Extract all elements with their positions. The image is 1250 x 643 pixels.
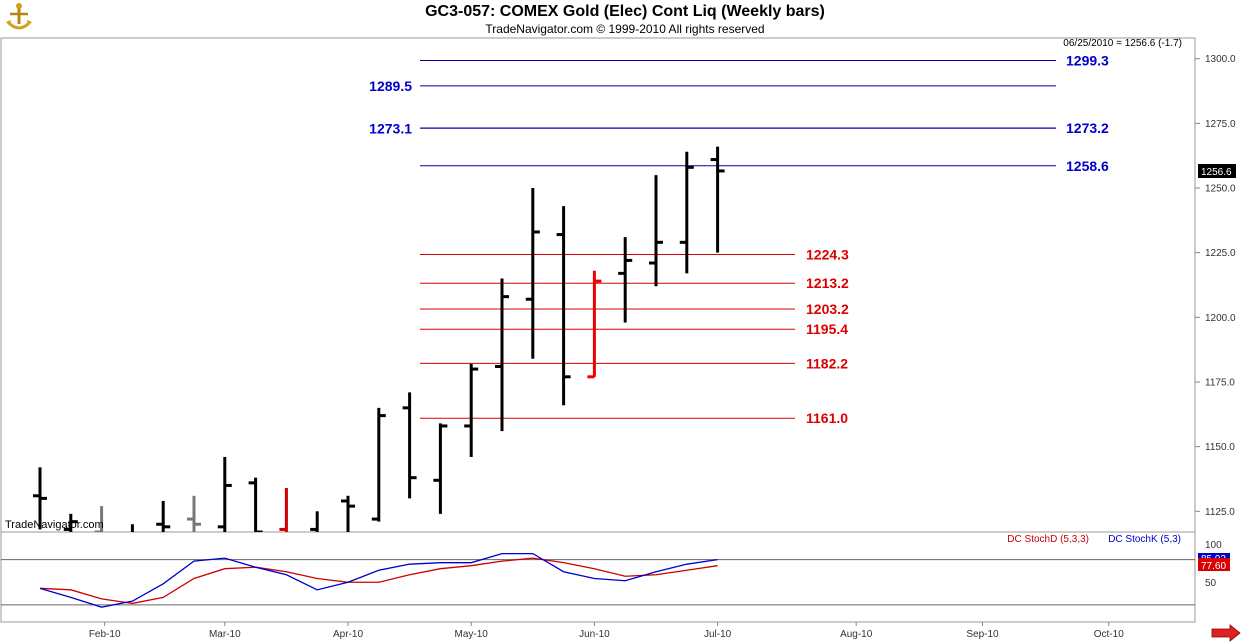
x-tick-label: Oct-10 — [1094, 629, 1124, 640]
blue-level-label: 1273.2 — [1066, 120, 1109, 136]
ohlc-bar — [279, 488, 288, 532]
legend-stoch-k: DC StochK (5,3) — [1108, 534, 1181, 545]
ohlc-bar — [525, 188, 540, 359]
ohlc-bar — [248, 477, 263, 532]
ohlc-bar — [710, 146, 725, 253]
legend-stoch-d: DC StochD (5,3,3) — [1007, 534, 1089, 545]
ohlc-bar — [341, 495, 355, 532]
x-tick-label: Aug-10 — [840, 629, 873, 640]
x-tick-label: Mar-10 — [209, 629, 241, 640]
stoch-k-line — [39, 552, 718, 608]
red-level-label: 1182.2 — [806, 355, 848, 371]
blue-level-label: 1258.6 — [1066, 158, 1109, 174]
ohlc-bar — [618, 237, 633, 323]
blue-level-label: 1273.1 — [369, 120, 412, 136]
scroll-right-arrow-icon[interactable] — [1211, 624, 1241, 642]
stoch-d-line — [39, 557, 718, 605]
price-readout: 06/25/2010 = 1256.6 (-1.7) — [1063, 38, 1182, 49]
blue-level-label: 1289.5 — [369, 78, 412, 94]
blue-level-label: 1299.3 — [1066, 53, 1109, 69]
price-tick-label: 1250.0 — [1205, 184, 1236, 195]
red-level-label: 1213.2 — [806, 275, 849, 291]
last-price-badge — [1198, 164, 1236, 178]
red-level-label: 1195.4 — [806, 321, 848, 337]
red-level-label: 1161.0 — [806, 410, 848, 426]
chart-subtitle: TradeNavigator.com © 1999-2010 All right… — [485, 22, 765, 36]
price-tick-label: 1175.0 — [1205, 377, 1235, 388]
ohlc-bar — [649, 175, 663, 287]
stoch-tick-label: 50 — [1205, 578, 1217, 589]
watermark-text: TradeNavigator.com — [5, 519, 104, 531]
ohlc-bar — [495, 278, 509, 432]
price-tick-label: 1275.0 — [1205, 119, 1236, 130]
red-level-label: 1203.2 — [806, 301, 849, 317]
ohlc-bar — [679, 151, 694, 274]
price-tick-label: 1150.0 — [1205, 442, 1235, 453]
last-price-label: 1256.6 — [1201, 167, 1232, 178]
ohlc-bar — [187, 495, 201, 532]
ohlc-bar — [433, 423, 448, 514]
price-tick-label: 1200.0 — [1205, 313, 1236, 324]
ohlc-bar — [464, 363, 479, 457]
x-tick-label: Feb-10 — [89, 629, 121, 640]
x-tick-label: Jul-10 — [704, 629, 732, 640]
ohlc-bar — [402, 392, 417, 499]
trade-navigator-logo-icon — [4, 2, 34, 34]
ohlc-bar — [63, 513, 78, 532]
ohlc-bar — [371, 407, 386, 522]
ohlc-bar — [94, 506, 104, 532]
red-level-label: 1224.3 — [806, 246, 849, 262]
ohlc-bar — [587, 270, 602, 379]
stoch-tick-label: 100 — [1205, 540, 1222, 551]
price-tick-label: 1225.0 — [1205, 248, 1236, 259]
ohlc-bar — [156, 500, 171, 532]
chart-title: GC3-057: COMEX Gold (Elec) Cont Liq (Wee… — [425, 3, 825, 20]
price-tick-label: 1125.0 — [1205, 507, 1235, 518]
stoch-d-badge — [1198, 558, 1230, 571]
x-tick-label: Jun-10 — [579, 629, 610, 640]
ohlc-bar — [33, 467, 47, 530]
x-tick-label: Apr-10 — [333, 629, 363, 640]
ohlc-bar — [217, 456, 232, 532]
x-tick-label: Sep-10 — [966, 629, 999, 640]
price-tick-label: 1300.0 — [1205, 54, 1236, 65]
stochastic-panel — [0, 531, 1196, 623]
ohlc-bar — [556, 206, 571, 406]
x-tick-label: May-10 — [455, 629, 489, 640]
stoch-d-value: 77.60 — [1201, 561, 1226, 572]
price-panel — [0, 37, 1196, 533]
ohlc-bar — [310, 511, 319, 532]
